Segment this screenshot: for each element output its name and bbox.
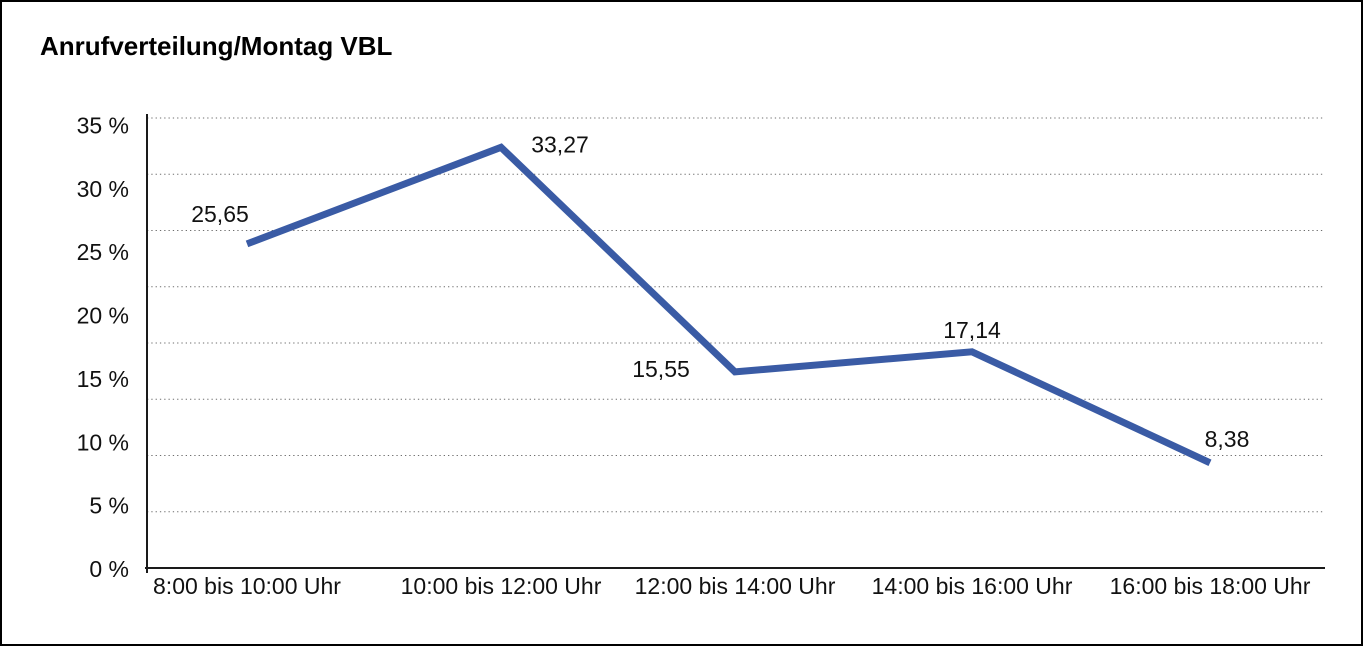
y-tick-label: 0 %: [89, 556, 129, 582]
y-tick-label: 10 %: [77, 429, 129, 455]
y-tick-label: 15 %: [77, 366, 129, 392]
x-tick-label: 16:00 bis 18:00 Uhr: [1110, 573, 1311, 599]
data-point-label: 17,14: [943, 317, 1001, 343]
data-point-label: 15,55: [632, 356, 690, 382]
y-tick-label: 20 %: [77, 303, 129, 329]
y-tick-label: 30 %: [77, 176, 129, 202]
data-series-line: [245, 143, 1212, 466]
y-tick-label: 25 %: [77, 239, 129, 265]
data-point-label: 8,38: [1205, 426, 1250, 452]
x-tick-label: 10:00 bis 12:00 Uhr: [401, 573, 602, 599]
x-tick-label: 14:00 bis 16:00 Uhr: [872, 573, 1073, 599]
data-point-label: 25,65: [191, 201, 249, 227]
y-tick-label: 5 %: [89, 493, 129, 519]
y-tick-label: 35 %: [77, 112, 129, 138]
chart-title: Anrufverteilung/Montag VBL: [40, 31, 393, 61]
x-tick-label: 8:00 bis 10:00 Uhr: [153, 573, 341, 599]
x-tick-label: 12:00 bis 14:00 Uhr: [635, 573, 836, 599]
data-point-label: 33,27: [531, 131, 589, 157]
